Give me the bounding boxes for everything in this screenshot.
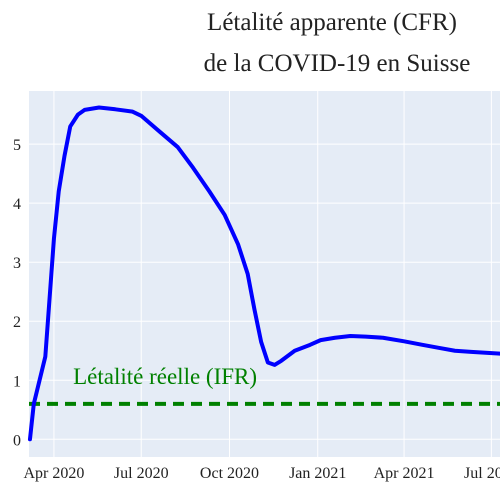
cfr-series-line: [27, 105, 500, 442]
y-tick-label: 4: [13, 196, 21, 213]
reference-layer: Létalité réelle (IFR): [29, 364, 500, 406]
x-tick-label: Jan 2021: [289, 465, 346, 482]
y-tick-label: 5: [13, 137, 21, 154]
y-axis-ticks: 0 1 2 3 4 5: [13, 137, 21, 449]
chart-title: Létalité apparente (CFR) de la COVID-19 …: [204, 9, 471, 77]
y-tick-label: 1: [13, 373, 21, 390]
ifr-label: Létalité réelle (IFR): [73, 364, 257, 389]
x-tick-label: Jul 2020: [114, 465, 169, 482]
y-tick-label: 0: [13, 432, 21, 449]
y-tick-label: 2: [13, 314, 21, 331]
y-tick-label: 3: [13, 255, 21, 272]
x-axis-ticks: Apr 2020 Jul 2020 Oct 2020 Jan 2021 Apr 2021…: [23, 465, 500, 482]
x-tick-label: Apr 2020: [23, 465, 84, 482]
plot-area: [29, 91, 500, 457]
x-tick-label: Apr 2021: [374, 465, 435, 482]
chart-title-line-2: de la COVID-19 en Suisse: [204, 50, 471, 77]
x-tick-label: Oct 2020: [200, 465, 259, 482]
series-layer: [27, 105, 500, 442]
x-tick-label: Jul 2021: [464, 465, 500, 482]
chart-title-line-1: Létalité apparente (CFR): [207, 9, 457, 36]
grid-lines: [29, 91, 500, 457]
